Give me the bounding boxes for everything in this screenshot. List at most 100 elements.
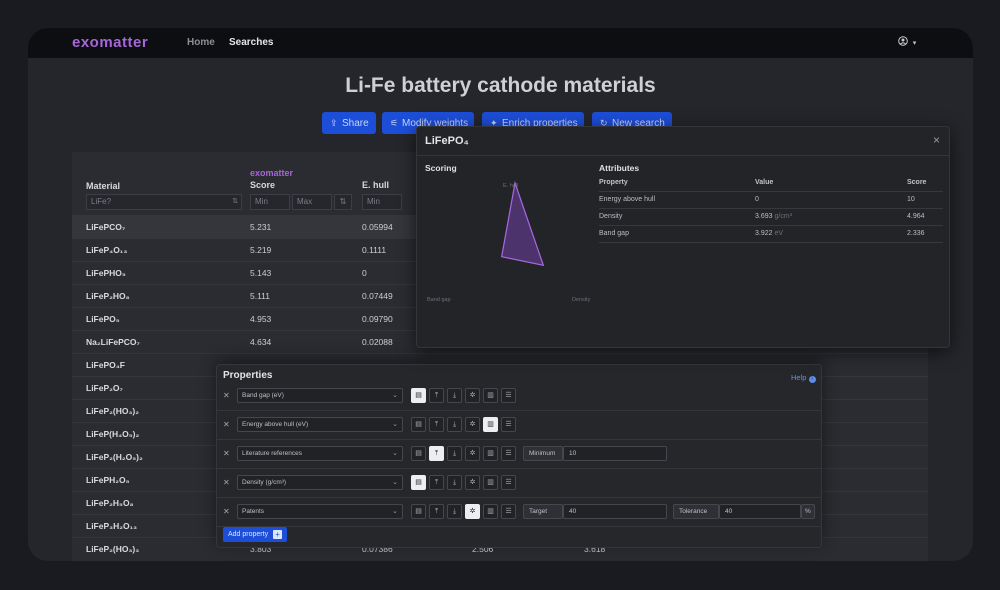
material-cell: LiFePO₅ [86, 314, 120, 324]
target-icon[interactable]: ✲ [465, 417, 480, 432]
property-select[interactable]: Band gap (eV) ⌄ [237, 388, 403, 403]
refresh-icon: ↻ [600, 118, 608, 128]
score-cell: 4.634 [250, 337, 272, 347]
param-input[interactable]: 40 [563, 504, 667, 519]
file-icon[interactable]: ▥ [483, 417, 498, 432]
list-icon[interactable]: ☰ [501, 417, 516, 432]
ehull-min-input[interactable]: Min [362, 194, 402, 210]
maximize-icon[interactable]: ⤒ [429, 504, 444, 519]
target-icon[interactable]: ✲ [465, 475, 480, 490]
document-icon[interactable]: ▤ [411, 475, 426, 490]
score-brand-label: exomatter [250, 168, 294, 178]
property-row: ✕ Band gap (eV) ⌄ ▤ ⤒ ⤓ ✲ ▥ ☰ [217, 382, 821, 411]
material-cell: LiFeP₃H₂O₁₃ [86, 521, 138, 531]
nav-searches-link[interactable]: Searches [229, 37, 274, 48]
radar-label-ehull: E. hull [503, 183, 519, 189]
material-cell: LiFeP₂(H₂O₅)₂ [86, 452, 143, 462]
modal-title: LiFePO₄ [425, 135, 469, 147]
top-navbar: exomatter Home Searches ▾ [28, 28, 973, 58]
exomatter-logo[interactable]: exomatter [72, 34, 149, 51]
minimize-icon[interactable]: ⤓ [447, 388, 462, 403]
remove-icon[interactable]: ✕ [223, 478, 230, 487]
document-icon[interactable]: ▤ [411, 446, 426, 461]
attr-value-cell: 3.922 eV [755, 230, 783, 237]
ehull-cell: 0.1111 [362, 245, 387, 255]
file-icon[interactable]: ▥ [483, 388, 498, 403]
remove-icon[interactable]: ✕ [223, 391, 230, 400]
close-icon[interactable]: × [933, 133, 941, 147]
material-filter-input[interactable]: LiFe? ⇅ [86, 194, 242, 210]
maximize-icon[interactable]: ⤒ [429, 417, 444, 432]
file-icon[interactable]: ▥ [483, 475, 498, 490]
ehull-cell: 0.05994 [362, 222, 393, 232]
list-icon[interactable]: ☰ [501, 504, 516, 519]
sort-icon[interactable]: ⇅ [334, 194, 352, 210]
attr-value: 3.922 [755, 230, 773, 237]
score-column-header[interactable]: Score [250, 180, 276, 190]
attr-value-cell: 3.693 g/cm³ [755, 213, 792, 220]
user-menu[interactable]: ▾ [898, 36, 916, 48]
material-cell: LiFeP₂(HO₃)₃ [86, 544, 140, 554]
divider [599, 225, 943, 226]
param-input[interactable]: 10 [563, 446, 667, 461]
file-icon[interactable]: ▥ [483, 504, 498, 519]
nav-home-link[interactable]: Home [187, 37, 215, 48]
material-cell: LiFePH₂O₅ [86, 475, 130, 485]
file-icon[interactable]: ▥ [483, 446, 498, 461]
add-property-button[interactable]: Add property + [223, 527, 288, 542]
table-row[interactable]: LiFePO₄F [72, 353, 928, 376]
property-select[interactable]: Density (g/cm³) ⌄ [237, 475, 403, 490]
maximize-icon[interactable]: ⤒ [429, 388, 444, 403]
property-row: ✕ Patents ⌄ ▤ ⤒ ⤓ ✲ ▥ ☰ Target 40 Tolerance 40% [217, 498, 821, 527]
remove-icon[interactable]: ✕ [223, 507, 230, 516]
ehull-cell: 0.07386 [362, 544, 393, 554]
list-icon[interactable]: ☰ [501, 446, 516, 461]
remove-icon[interactable]: ✕ [223, 420, 230, 429]
minimize-icon[interactable]: ⤓ [447, 417, 462, 432]
attr-score-cell: 4.964 [907, 213, 925, 220]
maximize-icon[interactable]: ⤒ [429, 475, 444, 490]
property-select[interactable]: Patents ⌄ [237, 504, 403, 519]
minimize-icon[interactable]: ⤓ [447, 475, 462, 490]
score-cell: 4.953 [250, 314, 272, 324]
share-icon: ⇪ [330, 118, 338, 128]
attr-property-cell: Band gap [599, 230, 629, 237]
property-select[interactable]: Literature references ⌄ [237, 446, 403, 461]
attr-score-cell: 2.336 [907, 230, 925, 237]
divider [599, 208, 943, 209]
remove-icon[interactable]: ✕ [223, 449, 230, 458]
document-icon[interactable]: ▤ [411, 388, 426, 403]
value-cell: 2.506 [472, 544, 494, 554]
target-icon[interactable]: ✲ [465, 388, 480, 403]
score-max-input[interactable]: Max [292, 194, 332, 210]
minimize-icon[interactable]: ⤓ [447, 446, 462, 461]
list-icon[interactable]: ☰ [501, 388, 516, 403]
material-cell: LiFeP₂H₅O₈ [86, 498, 134, 508]
ehull-cell: 0.02088 [362, 337, 393, 347]
sparkle-icon: ✦ [490, 118, 498, 128]
property-row: ✕ Energy above hull (eV) ⌄ ▤ ⤒ ⤓ ✲ ▥ ☰ [217, 411, 821, 440]
property-select[interactable]: Energy above hull (eV) ⌄ [237, 417, 403, 432]
document-icon[interactable]: ▤ [411, 417, 426, 432]
material-column-header[interactable]: Material [86, 181, 121, 191]
material-cell: LiFeP(H₄O₅)₂ [86, 429, 140, 439]
divider [599, 242, 943, 243]
attr-score-cell: 10 [907, 196, 915, 203]
list-icon[interactable]: ☰ [501, 475, 516, 490]
param-input[interactable]: 40 [719, 504, 801, 519]
chevron-down-icon: ⌄ [392, 421, 398, 428]
help-link[interactable]: Help i [791, 373, 816, 383]
attr-value-cell: 0 [755, 196, 761, 203]
target-icon[interactable]: ✲ [465, 504, 480, 519]
divider [599, 191, 943, 192]
maximize-icon[interactable]: ⤒ [429, 446, 444, 461]
chevron-down-icon: ⌄ [392, 392, 398, 399]
chevron-down-icon: ⌄ [392, 450, 398, 457]
ehull-column-header[interactable]: E. hull [362, 180, 389, 190]
property-row: ✕ Density (g/cm³) ⌄ ▤ ⤒ ⤓ ✲ ▥ ☰ [217, 469, 821, 498]
score-min-input[interactable]: Min [250, 194, 290, 210]
target-icon[interactable]: ✲ [465, 446, 480, 461]
minimize-icon[interactable]: ⤓ [447, 504, 462, 519]
document-icon[interactable]: ▤ [411, 504, 426, 519]
share-button[interactable]: ⇪ Share [322, 112, 376, 134]
